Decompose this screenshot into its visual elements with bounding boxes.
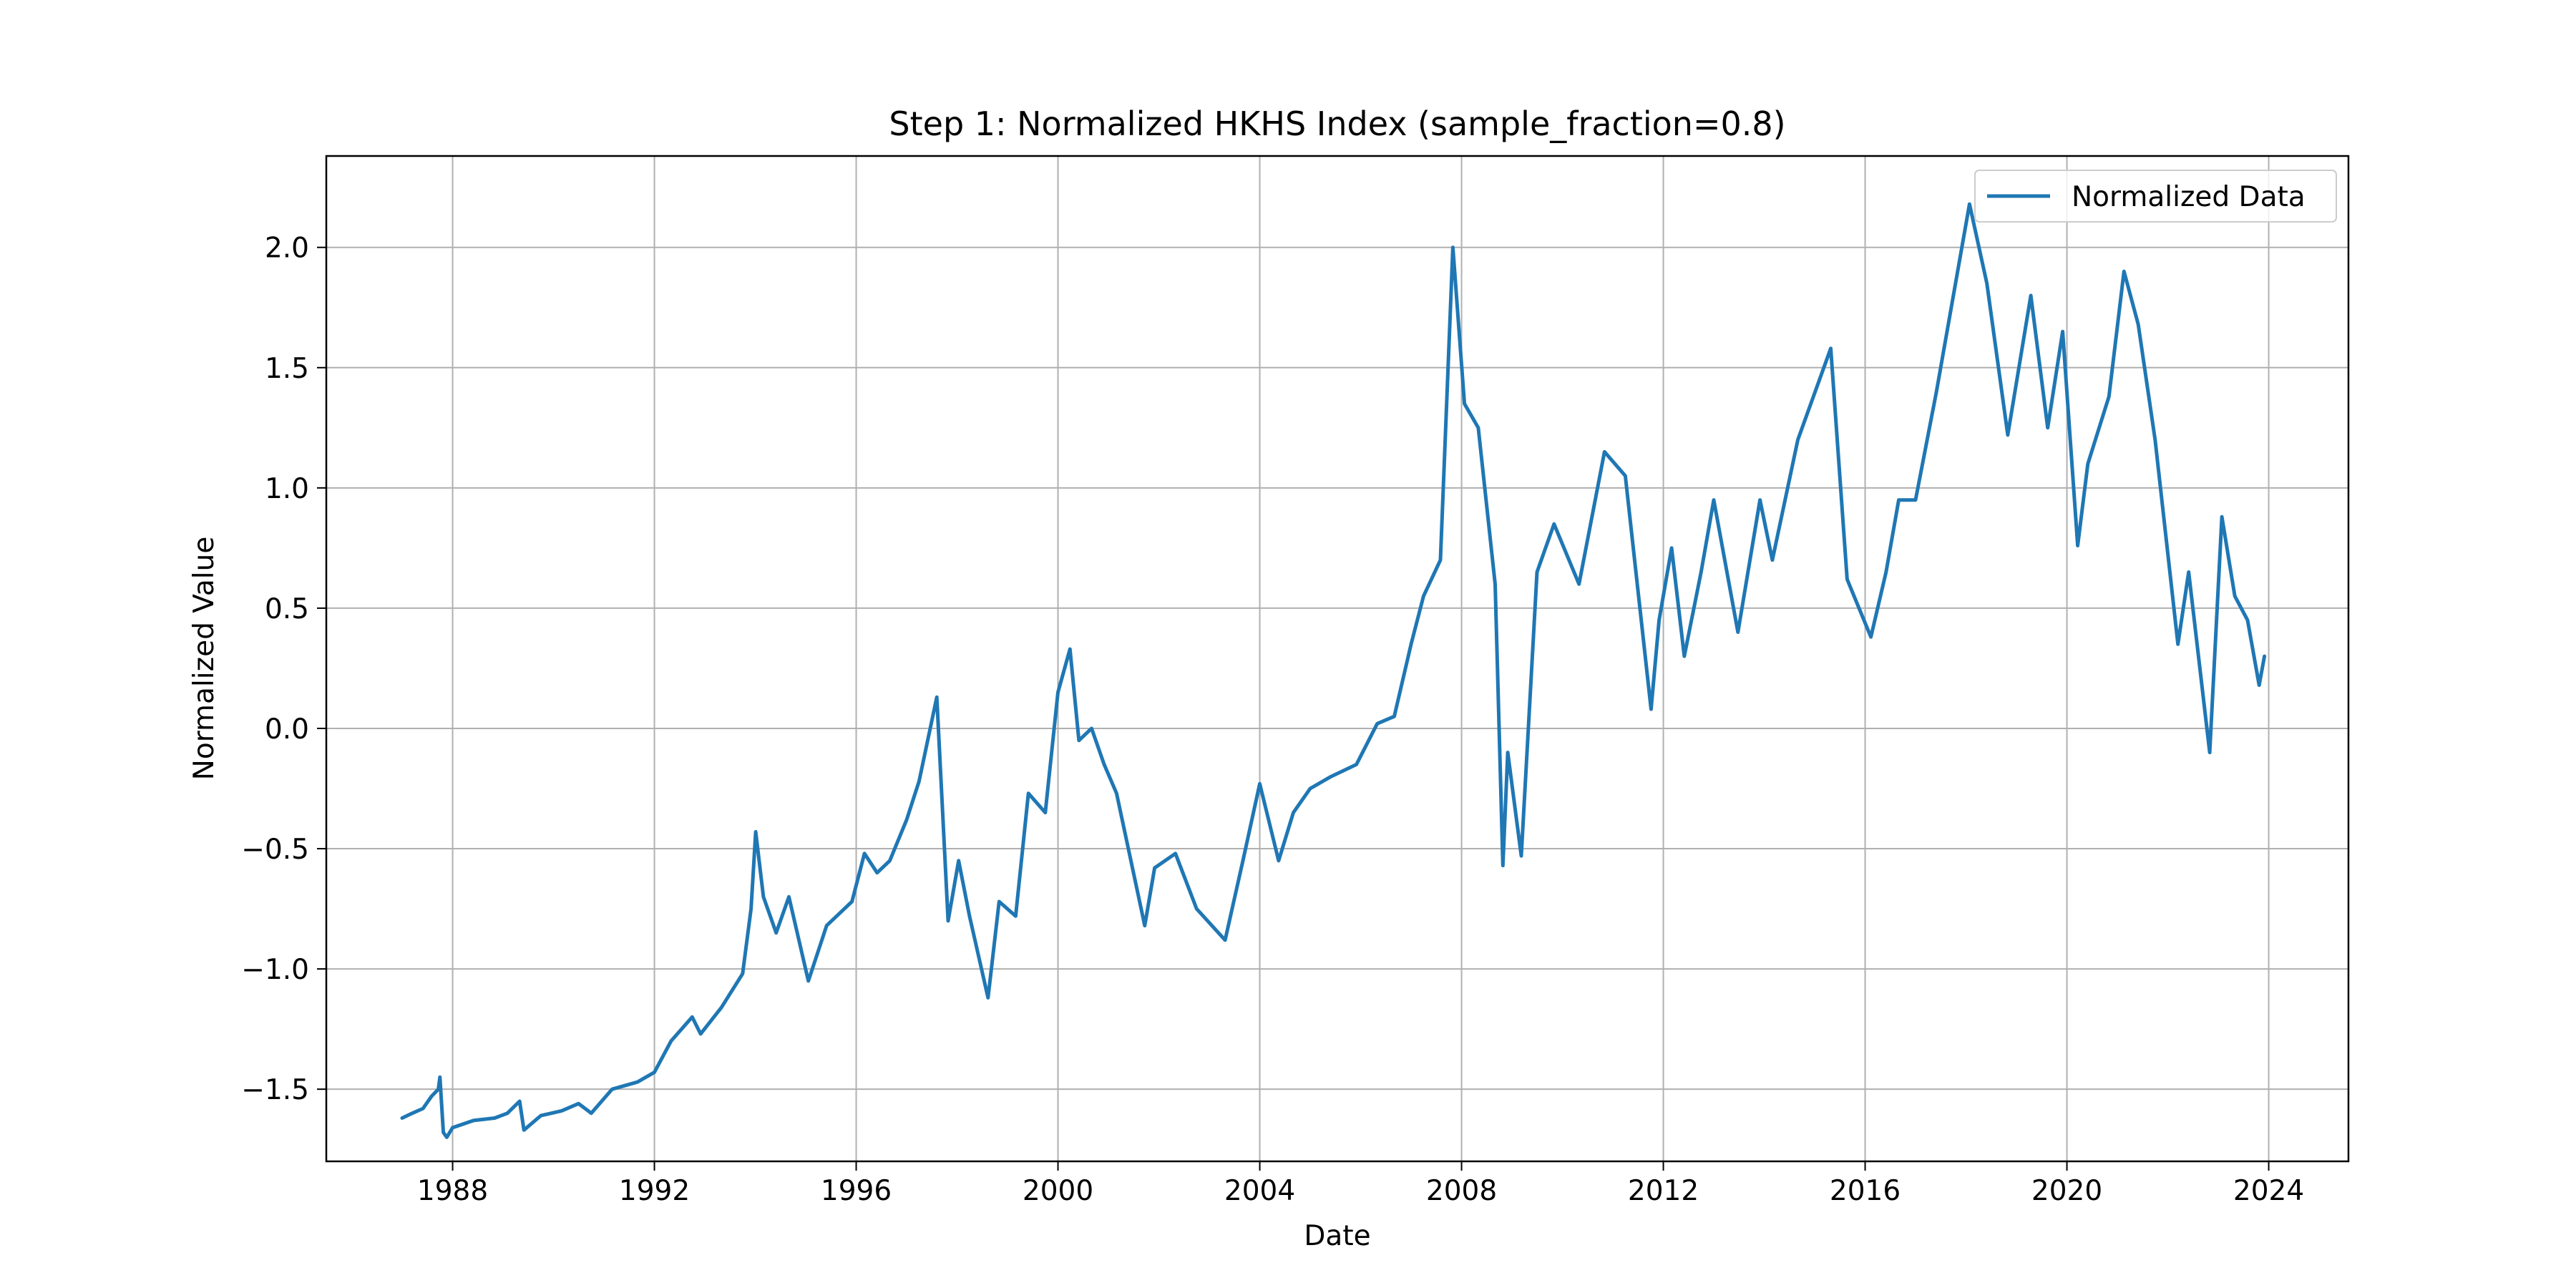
- x-tick-label: 2008: [1426, 1175, 1497, 1207]
- y-axis-ticks: −1.5 −1.0 −0.5 0.0 0.5 1.0 1.5 2.0: [241, 233, 326, 1106]
- y-tick-label: −0.5: [241, 834, 309, 866]
- x-tick-label: 1988: [417, 1175, 488, 1207]
- y-tick-label: −1.5: [241, 1074, 309, 1106]
- x-tick-label: 2016: [1830, 1175, 1901, 1207]
- y-tick-label: 2.0: [265, 233, 309, 265]
- series-line-0: [400, 202, 2267, 1139]
- y-tick-label: 0.0: [265, 713, 309, 746]
- legend-label: Normalized Data: [2072, 181, 2306, 213]
- x-tick-label: 2004: [1224, 1175, 1295, 1207]
- x-tick-label: 1992: [619, 1175, 690, 1207]
- y-tick-label: 1.0: [265, 473, 309, 505]
- grid-lines: [326, 156, 2348, 1161]
- x-tick-label: 2000: [1023, 1175, 1093, 1207]
- y-tick-label: 1.5: [265, 353, 309, 385]
- x-axis-label: Date: [1304, 1220, 1370, 1252]
- x-tick-label: 1996: [821, 1175, 892, 1207]
- y-tick-label: −1.0: [241, 954, 309, 986]
- x-tick-label: 2020: [2031, 1175, 2102, 1207]
- legend-box: [1974, 170, 2337, 223]
- legend: Normalized Data: [1974, 170, 2337, 223]
- y-axis-label: Normalized Value: [188, 537, 220, 781]
- series-layer: [400, 202, 2267, 1139]
- x-tick-label: 2012: [1628, 1175, 1699, 1207]
- chart-title: Step 1: Normalized HKHS Index (sample_fr…: [889, 104, 1785, 143]
- plot-frame: [325, 155, 2350, 1163]
- x-tick-label: 2024: [2233, 1175, 2304, 1207]
- y-tick-label: 0.5: [265, 593, 309, 625]
- x-axis-ticks: 1988 1992 1996 2000 2004 2008 2012 2016 2020 2024: [417, 1161, 2304, 1207]
